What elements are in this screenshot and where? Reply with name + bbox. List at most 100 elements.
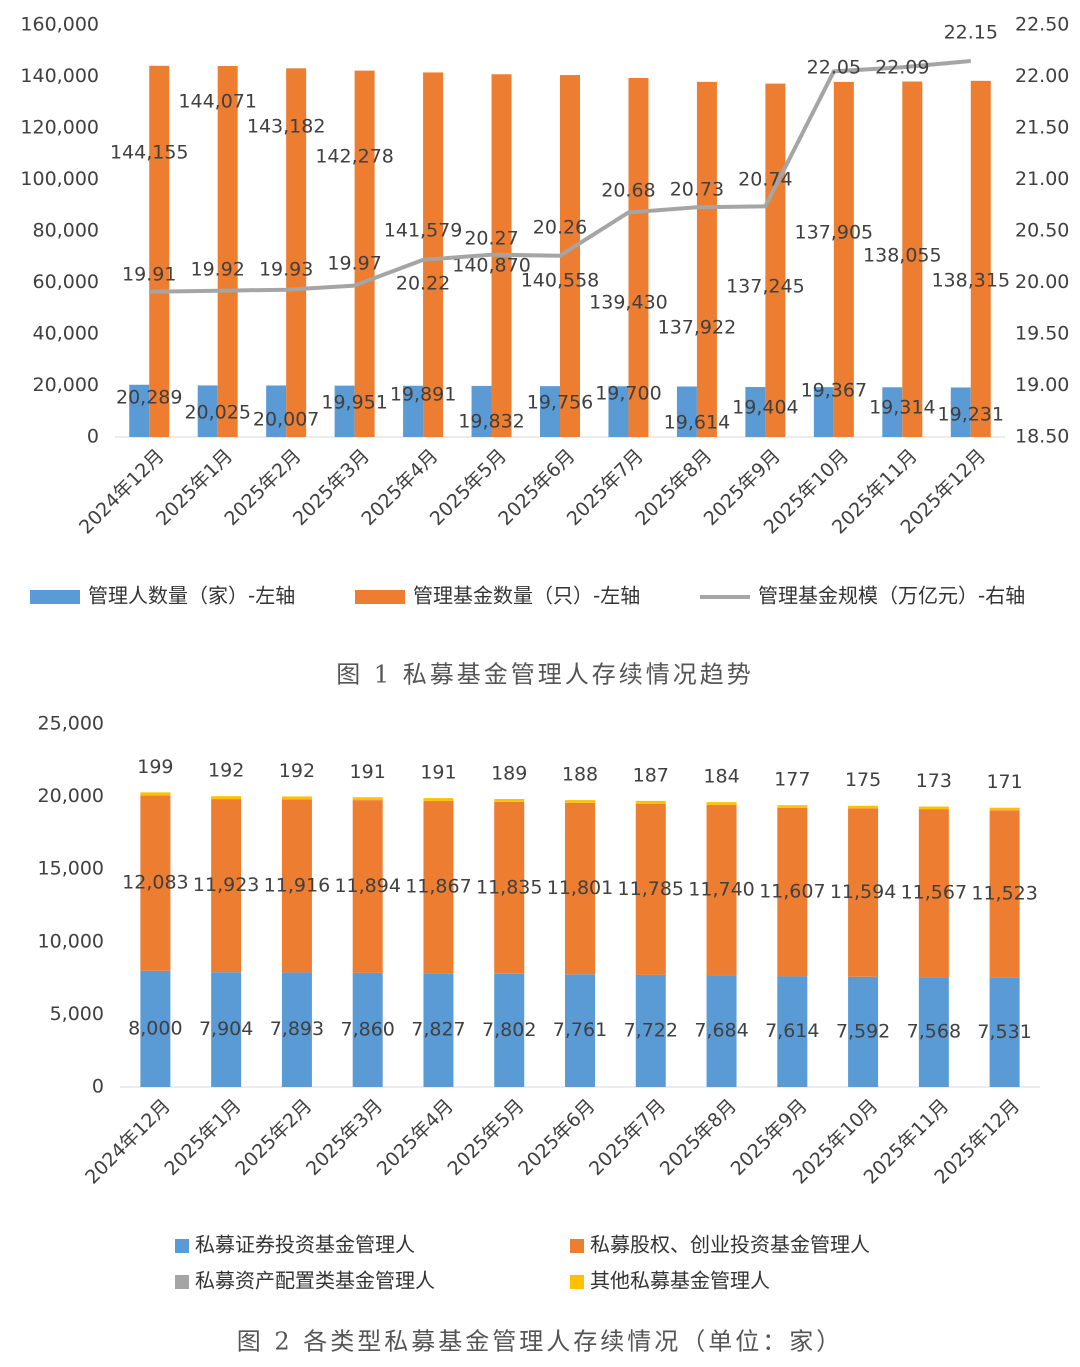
y-tick-label: 40,000 xyxy=(33,323,99,345)
y2-tick-label: 19.00 xyxy=(1015,374,1069,396)
bar-segment xyxy=(565,800,595,803)
y-tick-label: 20,000 xyxy=(38,785,104,807)
y2-tick-label: 21.00 xyxy=(1015,168,1069,190)
legend-swatch xyxy=(175,1239,189,1253)
bar xyxy=(197,385,218,437)
bar-segment xyxy=(140,792,171,796)
data-label: 141,579 xyxy=(384,220,463,242)
bar-segment xyxy=(565,802,595,975)
data-label: 7,531 xyxy=(977,1021,1031,1043)
bar xyxy=(266,385,287,437)
y-tick-label: 5,000 xyxy=(50,1003,104,1025)
data-label: 7,568 xyxy=(907,1021,961,1043)
y2-tick-label: 19.50 xyxy=(1015,323,1069,345)
bar xyxy=(608,386,629,437)
legend-label: 管理人数量（家）-左轴 xyxy=(88,584,295,608)
data-label: 11,740 xyxy=(688,879,754,901)
bar-segment xyxy=(989,807,1020,811)
bar-segment xyxy=(494,973,525,1087)
data-label: 19,314 xyxy=(869,397,935,419)
data-label: 7,761 xyxy=(553,1019,607,1041)
y-tick-label: 15,000 xyxy=(38,858,104,880)
data-label: 7,860 xyxy=(340,1018,394,1040)
bar xyxy=(217,66,238,437)
bar-segment xyxy=(352,797,383,801)
bar xyxy=(354,70,375,437)
bar xyxy=(833,81,854,437)
bar xyxy=(286,68,307,438)
legend-label: 私募证券投资基金管理人 xyxy=(195,1233,415,1257)
legend-label: 管理基金数量（只）-左轴 xyxy=(413,584,640,608)
y-tick-label: 60,000 xyxy=(33,271,99,293)
data-label: 139,430 xyxy=(589,292,668,314)
x-tick-label: 2024年12月 xyxy=(81,1095,175,1189)
data-label: 175 xyxy=(845,769,881,791)
bar-segment xyxy=(494,798,525,802)
legend-swatch xyxy=(570,1239,584,1253)
bar xyxy=(560,75,580,438)
bar xyxy=(882,387,903,437)
data-label: 192 xyxy=(208,760,244,782)
data-label: 184 xyxy=(703,766,739,788)
bar-segment xyxy=(211,799,242,973)
bar xyxy=(902,81,923,438)
bar-segment xyxy=(211,796,242,799)
data-label: 138,055 xyxy=(863,245,942,267)
data-label: 19,404 xyxy=(732,397,798,419)
data-label: 11,567 xyxy=(901,882,967,904)
y-tick-label: 25,000 xyxy=(38,713,104,735)
data-label: 11,523 xyxy=(971,882,1037,904)
bar xyxy=(471,385,492,437)
data-label: 7,614 xyxy=(765,1020,819,1042)
bar-segment xyxy=(635,974,666,1087)
data-label: 177 xyxy=(774,769,810,791)
data-label: 22.15 xyxy=(944,22,998,44)
data-label: 11,801 xyxy=(547,877,613,899)
bar-segment xyxy=(635,803,666,975)
data-label: 20.26 xyxy=(533,217,587,239)
y-tick-label: 120,000 xyxy=(20,117,99,139)
bar-segment xyxy=(494,801,525,974)
bar-segment xyxy=(423,801,454,974)
bar-segment xyxy=(423,973,454,1087)
data-label: 19.97 xyxy=(327,253,381,275)
legend-label: 管理基金规模（万亿元）-右轴 xyxy=(758,584,1025,608)
y-tick-label: 140,000 xyxy=(20,65,99,87)
data-label: 19.93 xyxy=(259,259,313,281)
y2-tick-label: 22.00 xyxy=(1015,65,1069,87)
y-tick-label: 80,000 xyxy=(33,220,99,242)
data-label: 144,071 xyxy=(178,91,257,113)
legend-swatch xyxy=(355,590,405,604)
bar-segment xyxy=(989,810,1020,978)
data-label: 7,684 xyxy=(694,1020,748,1042)
data-label: 19,951 xyxy=(321,392,387,414)
data-label: 19,367 xyxy=(801,380,867,402)
data-label: 12,083 xyxy=(122,872,188,894)
bar-segment xyxy=(777,805,808,808)
y-tick-label: 100,000 xyxy=(20,168,99,190)
bar xyxy=(950,387,971,437)
bar-segment xyxy=(989,977,1020,1087)
legend-swatch xyxy=(570,1275,584,1289)
data-label: 22.05 xyxy=(807,57,861,79)
data-label: 7,802 xyxy=(482,1019,536,1041)
data-label: 7,722 xyxy=(624,1019,678,1041)
data-label: 20.27 xyxy=(464,228,518,250)
bar-segment xyxy=(848,976,879,1087)
data-label: 22.09 xyxy=(875,57,929,79)
data-label: 7,827 xyxy=(411,1019,465,1041)
data-label: 11,923 xyxy=(193,874,259,896)
bar-segment xyxy=(140,795,171,971)
data-label: 138,315 xyxy=(931,270,1010,292)
bar-segment xyxy=(352,800,383,973)
y-tick-label: 160,000 xyxy=(20,14,99,36)
data-label: 20,007 xyxy=(253,409,319,431)
data-label: 189 xyxy=(491,762,527,784)
data-label: 19,891 xyxy=(390,384,456,406)
data-label: 191 xyxy=(350,761,386,783)
y2-tick-label: 18.50 xyxy=(1015,426,1069,448)
data-label: 19,832 xyxy=(458,411,524,433)
bar-segment xyxy=(706,804,737,976)
bar-segment xyxy=(918,977,949,1087)
y2-tick-label: 21.50 xyxy=(1015,117,1069,139)
